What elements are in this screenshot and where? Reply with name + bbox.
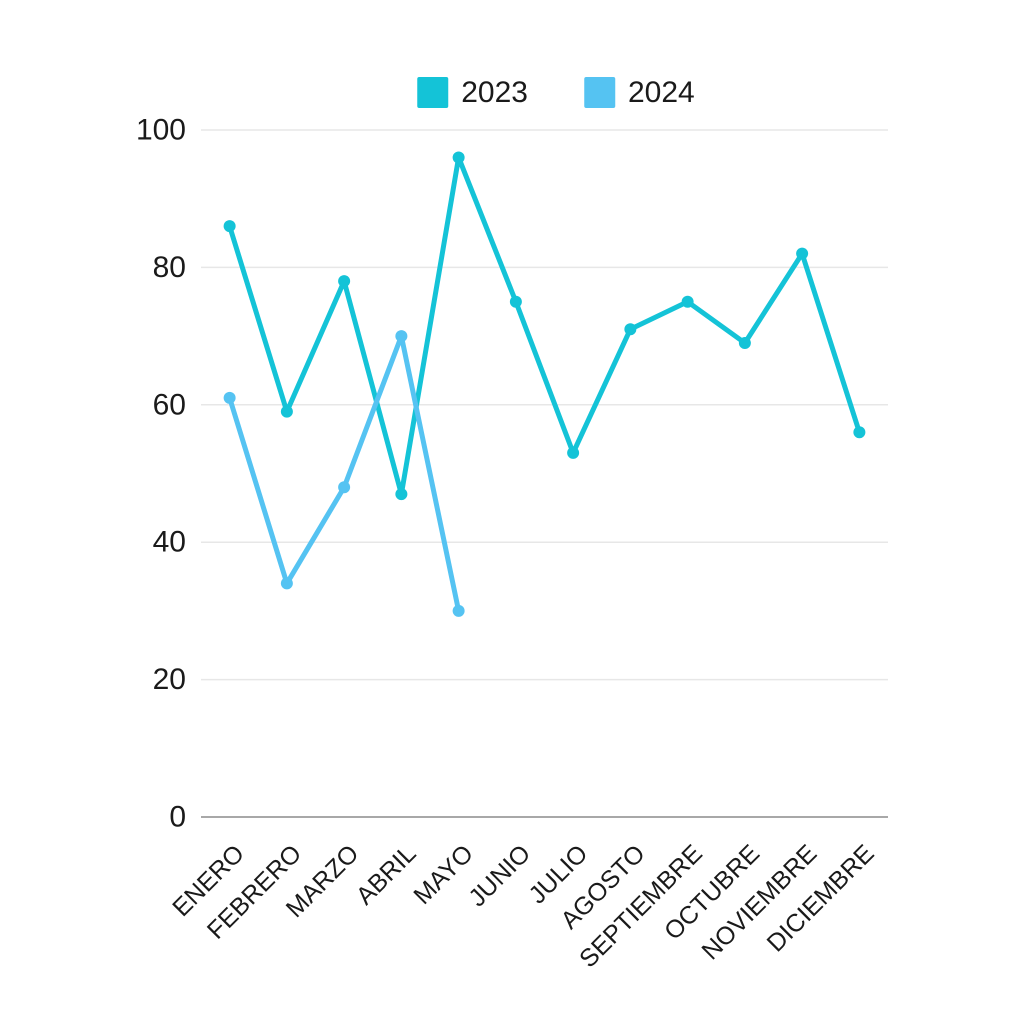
data-point-2023 [796, 247, 809, 260]
x-axis-tick-label: MAYO [408, 839, 479, 910]
legend-swatch-2024 [584, 77, 615, 108]
data-point-2023 [624, 323, 637, 336]
legend-label-2024: 2024 [628, 76, 695, 109]
data-point-2023 [567, 446, 580, 459]
data-point-2024 [223, 391, 236, 404]
y-axis-tick-label: 80 [153, 251, 186, 284]
data-point-2024 [395, 330, 408, 343]
data-point-2023 [452, 151, 465, 164]
data-point-2023 [509, 295, 522, 308]
data-point-2024 [280, 577, 293, 590]
legend-item-2023: 2023 [417, 77, 528, 108]
legend-swatch-2023 [417, 77, 449, 108]
line-series-2024 [227, 333, 462, 614]
data-point-2023 [738, 336, 751, 349]
y-axis-tick-label: 100 [136, 114, 186, 147]
data-point-2023 [223, 220, 236, 233]
legend-item-2024: 2024 [584, 77, 695, 108]
data-point-2024 [338, 481, 351, 494]
chart-legend: 2023 2024 [417, 77, 695, 108]
data-point-2023 [681, 295, 694, 308]
data-point-2023 [853, 426, 866, 439]
data-point-2023 [338, 275, 351, 288]
y-axis-tick-label: 20 [153, 663, 186, 696]
y-axis-tick-label: 40 [153, 526, 186, 559]
data-point-2023 [280, 405, 293, 418]
line-series-2023 [227, 154, 862, 497]
x-axis-tick-label: ABRIL [351, 839, 422, 910]
y-axis-tick-label: 60 [153, 388, 186, 421]
x-axis-tick-label: JUNIO [463, 839, 536, 912]
legend-label-2023: 2023 [461, 76, 528, 109]
data-point-2023 [395, 488, 408, 501]
data-point-2024 [452, 604, 465, 617]
y-axis-tick-label: 0 [169, 801, 186, 834]
